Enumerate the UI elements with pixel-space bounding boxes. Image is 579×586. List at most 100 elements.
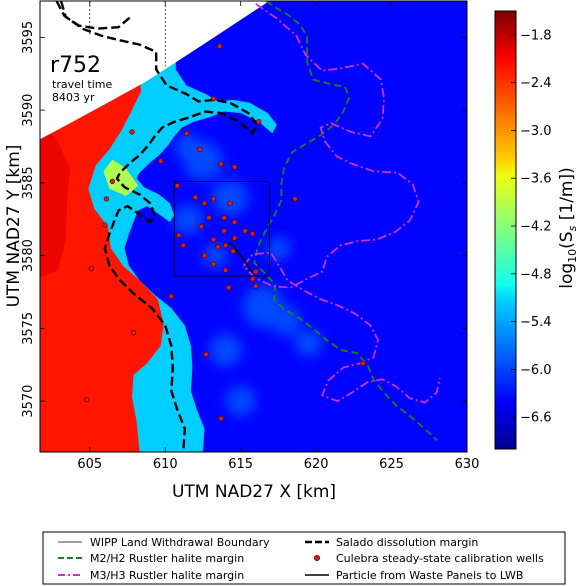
salado-margin-loop <box>59 1 132 30</box>
calibration-well <box>168 293 174 299</box>
legend-label-particle: Particle from Waste Panels to LWB <box>336 569 523 582</box>
field-patch <box>212 179 249 216</box>
field-green-patch <box>103 159 139 196</box>
colorbar-tick-label: −4.8 <box>520 267 552 282</box>
colorbar-gradient <box>494 10 517 450</box>
legend-label-salado: Salado dissolution margin <box>336 536 478 549</box>
x-tick-label: 620 <box>304 457 329 472</box>
y-tick-label: 3590 <box>21 94 36 127</box>
colorbar-tick-label: −3.6 <box>520 172 552 187</box>
m3h3-margin-line <box>242 3 441 404</box>
field-patch <box>225 385 256 417</box>
calibration-well <box>221 215 227 221</box>
colorbar-tick-label: −3.0 <box>520 124 552 139</box>
calibration-well <box>221 228 227 234</box>
colorbar-tick-label: −1.8 <box>520 28 552 43</box>
calibration-well <box>88 266 94 272</box>
colorbar-tick-label: −4.2 <box>520 220 552 235</box>
calibration-well <box>225 284 232 291</box>
field-patch <box>172 204 203 235</box>
x-tick-label: 630 <box>455 457 480 472</box>
y-tick-label: 3570 <box>21 385 36 418</box>
wipp-lwb-boundary <box>173 180 270 277</box>
calibration-well <box>210 196 217 202</box>
y-tick-label: 3580 <box>21 239 36 272</box>
salado-margin-line <box>55 1 259 452</box>
colorbar: −1.8 −2.4 −3.0 −3.6 −4.2 −4.8 −5.4 −6.0 −6.6 log… <box>494 10 579 450</box>
calibration-well <box>103 196 110 202</box>
calibration-well <box>192 194 199 201</box>
calibration-well <box>158 158 164 164</box>
calibration-well <box>360 360 366 366</box>
calibration-well <box>210 95 217 102</box>
field-patch <box>266 236 291 261</box>
calibration-well <box>130 330 137 336</box>
legend-label-wells: Culebra steady-state calibration wells <box>336 552 544 565</box>
calibration-well <box>183 130 190 137</box>
map-plot-area: 605 610 615 620 625 630 3570 3575 3580 3585 3590 35… <box>21 0 479 472</box>
legend: WIPP Land Withdrawal Boundary M2/H2 Rust… <box>42 531 566 585</box>
field-patch <box>202 243 228 268</box>
legend-label-lwb: WIPP Land Withdrawal Boundary <box>90 536 270 549</box>
calibration-well <box>250 276 256 282</box>
calibration-well <box>129 129 135 135</box>
axis-ticks: 605 610 615 620 625 630 3570 3575 3580 3585 3590 35… <box>21 1 479 472</box>
calibration-well <box>176 232 182 238</box>
travel-time-value: 8403 yr <box>52 91 95 104</box>
map-overlays <box>55 1 441 452</box>
calibration-well <box>201 252 208 259</box>
calibration-well <box>250 231 256 237</box>
calibration-well <box>180 242 186 249</box>
x-tick-label: 605 <box>77 457 102 472</box>
calibration-well <box>231 235 238 241</box>
colorbar-ticks: −1.8 −2.4 −3.0 −3.6 −4.2 −4.8 −5.4 −6.0 −6.6 <box>511 28 552 426</box>
calibration-well <box>218 415 224 422</box>
field-high-edge <box>40 117 71 278</box>
particle-path <box>228 241 254 274</box>
legend-box <box>42 531 566 585</box>
x-axis-label: UTM NAD27 X [km] <box>172 482 336 502</box>
field-patch <box>208 333 243 367</box>
x-tick-label: 615 <box>228 457 253 472</box>
field-patch <box>174 132 202 161</box>
calibration-well <box>231 164 238 170</box>
calibration-well <box>230 248 236 254</box>
field-no-data <box>40 1 270 140</box>
calibration-well <box>222 267 229 273</box>
calibration-well <box>215 244 221 250</box>
calibration-well <box>84 396 90 403</box>
legend-label-m3h3: M3/H3 Rustler halite margin <box>90 569 244 582</box>
colorbar-tick-label: −5.4 <box>520 315 552 330</box>
calibration-well <box>174 183 180 189</box>
calibration-well <box>210 236 217 243</box>
plot-frame <box>39 0 468 453</box>
calibration-well <box>227 200 233 206</box>
field-texture <box>172 132 323 417</box>
colorbar-tick-label: −2.4 <box>520 76 552 91</box>
calibration-well <box>253 283 259 289</box>
field-patch <box>270 305 302 337</box>
calibration-well <box>201 200 208 206</box>
calibration-well <box>206 215 212 221</box>
calibration-well <box>210 261 217 267</box>
calibration-well <box>256 119 262 125</box>
field-patch <box>294 329 323 357</box>
calibration-well <box>231 219 238 225</box>
calibration-wells <box>84 43 366 422</box>
y-tick-label: 3575 <box>21 312 36 345</box>
realization-label: r752 <box>50 53 101 78</box>
y-tick-label: 3595 <box>21 21 36 54</box>
calibration-well <box>242 228 248 234</box>
x-tick-label: 625 <box>379 457 404 472</box>
calibration-well <box>218 161 224 167</box>
legend-label-m2h2: M2/H2 Rustler halite margin <box>90 552 244 565</box>
y-axis-label: UTM NAD27 Y [km] <box>4 145 24 308</box>
colorbar-tick-label: −6.0 <box>520 363 552 378</box>
colorbar-tick-label: −6.6 <box>520 411 552 426</box>
legend-swatch-wells <box>313 555 320 562</box>
calibration-well <box>197 146 203 153</box>
colorbar-label: log10(Ss [1/m]) <box>557 167 579 289</box>
calibration-well <box>292 196 298 202</box>
travel-time-label: travel time <box>52 78 112 91</box>
